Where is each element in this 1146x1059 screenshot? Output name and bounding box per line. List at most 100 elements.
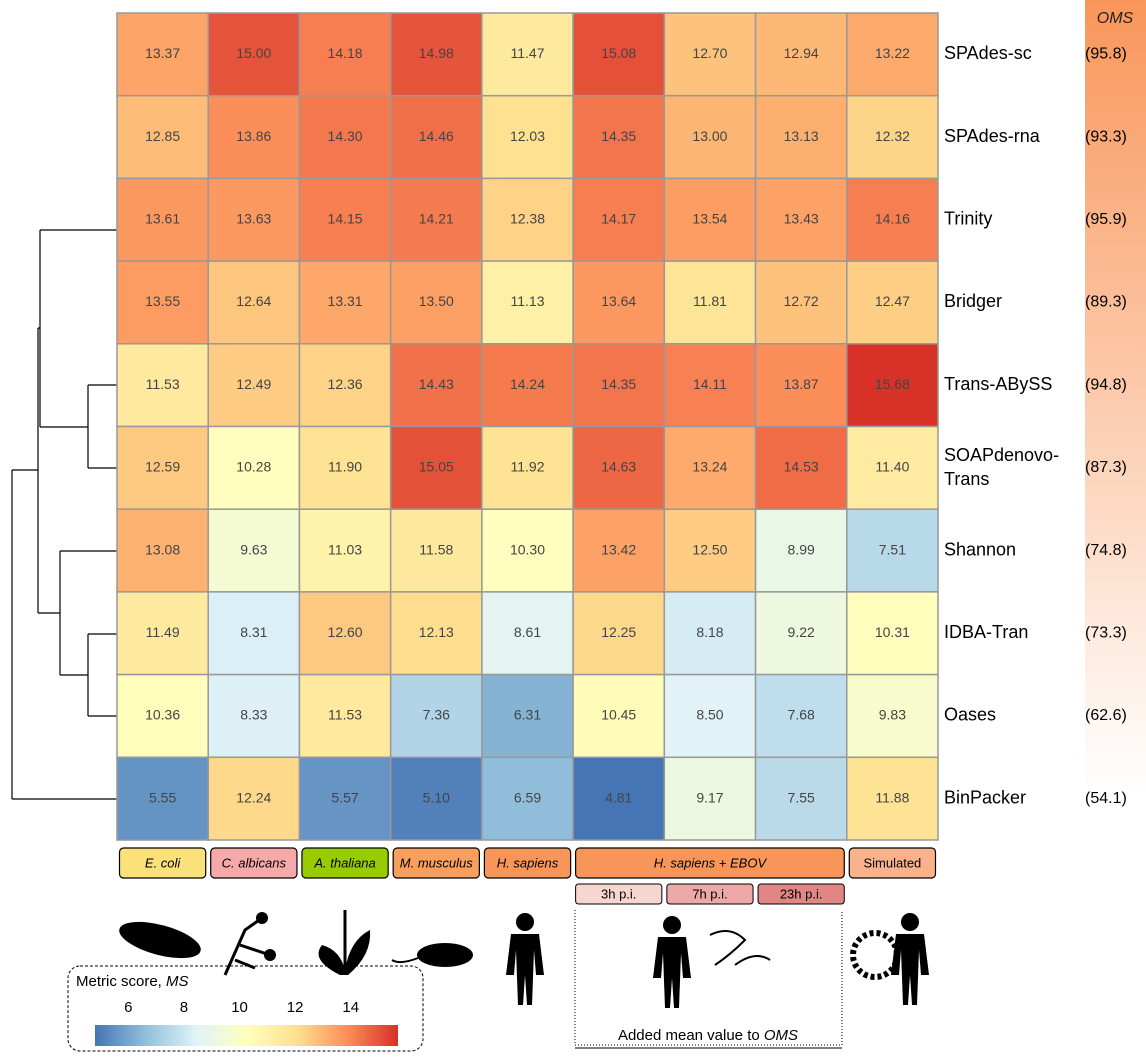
sub-label: 7h p.i. [692,886,727,901]
cell-label: 13.08 [145,541,180,557]
cell-label: 13.61 [145,210,180,226]
cell-label: 11.58 [419,541,453,557]
cell-label: 13.86 [236,128,271,144]
cell-label: 9.22 [788,624,815,640]
cell-label: 15.05 [419,459,454,475]
cells-icon [853,933,897,977]
cell-label: 11.13 [511,293,545,309]
cell-label: 6.59 [514,789,541,805]
cell-label: 13.63 [236,210,271,226]
oms-value: (95.8) [1085,46,1127,63]
cell-label: 12.03 [510,128,545,144]
oms-value: (54.1) [1085,790,1127,807]
oms-value: (74.8) [1085,542,1127,559]
dendrogram-branch [88,385,117,468]
colorbar-tick-label: 10 [231,999,248,1016]
row-label: Shannon [944,539,1016,559]
cell-label: 10.45 [601,707,636,723]
bacterium-icon [116,915,205,966]
annotation: Added mean value to OMS [618,1027,798,1044]
cell-label: 12.72 [784,293,819,309]
cell-label: 15.00 [236,45,271,61]
cell-label: 12.13 [419,624,454,640]
human-icon [506,913,544,1005]
row-label: Trinity [944,209,992,229]
colorbar-tick-label: 8 [180,999,188,1016]
row-label: Trans-ABySS [944,374,1052,394]
cell-label: 11.40 [875,459,909,475]
cell-label: 12.36 [328,376,363,392]
colorbar-tick-label: 6 [124,999,132,1016]
cell-label: 13.87 [784,376,819,392]
cell-label: 14.63 [601,459,636,475]
oms-value: (73.3) [1085,624,1127,641]
cell-label: 8.31 [240,624,267,640]
column-group-label: H. sapiens + EBOV [654,855,768,870]
cell-label: 9.83 [879,707,906,723]
cell-label: 8.99 [788,541,815,557]
sub-label: 23h p.i. [780,886,823,901]
cell-label: 4.81 [605,789,632,805]
cell-label: 12.85 [145,128,180,144]
cell-label: 12.47 [875,293,910,309]
cell-label: 9.63 [240,541,267,557]
cell-label: 14.24 [510,376,545,392]
row-label: Bridger [944,291,1002,311]
human-icon [891,913,929,1005]
cell-label: 12.70 [692,45,727,61]
cell-label: 15.08 [601,45,636,61]
cell-label: 14.15 [328,210,363,226]
cell-label: 11.81 [693,293,727,309]
cell-label: 14.16 [875,210,910,226]
row-label: Oases [944,705,996,725]
row-label: SPAdes-sc [944,43,1032,63]
cell-label: 12.59 [145,459,180,475]
mouse-icon [392,958,418,962]
column-group-label: E. coli [145,855,182,870]
cell-label: 11.47 [511,45,545,61]
cell-label: 13.42 [601,541,636,557]
colorbar-tick-label: 14 [342,999,359,1016]
cell-label: 7.36 [423,707,450,723]
cell-label: 12.38 [510,210,545,226]
cell-label: 8.18 [696,624,723,640]
cell-label: 13.55 [145,293,180,309]
cell-label: 10.31 [875,624,910,640]
cell-label: 13.64 [601,293,636,309]
cell-label: 12.94 [784,45,819,61]
cell-label: 14.53 [784,459,819,475]
annotation-bracket [575,910,842,1045]
cell-label: 5.55 [149,789,176,805]
cell-label: 14.98 [419,45,454,61]
colorbar-title: Metric score, MS [76,973,189,990]
oms-value: (62.6) [1085,707,1127,724]
cell-label: 14.35 [601,128,636,144]
mouse-icon [417,943,473,967]
row-label: SOAPdenovo-Trans [944,445,1059,489]
colorbar-tick-label: 12 [287,999,304,1016]
sub-label: 3h p.i. [601,886,636,901]
row-label: BinPacker [944,787,1026,807]
row-label: SPAdes-rna [944,126,1041,146]
yeast-icon [264,949,276,961]
cell-label: 11.49 [146,624,180,640]
column-group-label: A. thaliana [313,855,375,870]
dendrogram-branch [40,230,128,427]
cell-label: 13.50 [419,293,454,309]
cell-label: 12.49 [236,376,271,392]
cell-label: 11.88 [875,789,909,805]
cell-label: 13.00 [692,128,727,144]
oms-background [1085,0,1146,790]
cell-label: 8.61 [514,624,541,640]
virus-icon [710,931,770,965]
column-group-label: Simulated [863,855,921,870]
cell-label: 12.25 [601,624,636,640]
cell-label: 13.13 [784,128,819,144]
cell-label: 10.28 [236,459,271,475]
cell-label: 11.53 [328,707,362,723]
cell-label: 14.11 [693,376,727,392]
column-group-label: C. albicans [222,855,287,870]
cell-label: 11.53 [146,376,180,392]
dendrogram-branch [88,634,117,716]
cell-label: 11.92 [511,459,545,475]
